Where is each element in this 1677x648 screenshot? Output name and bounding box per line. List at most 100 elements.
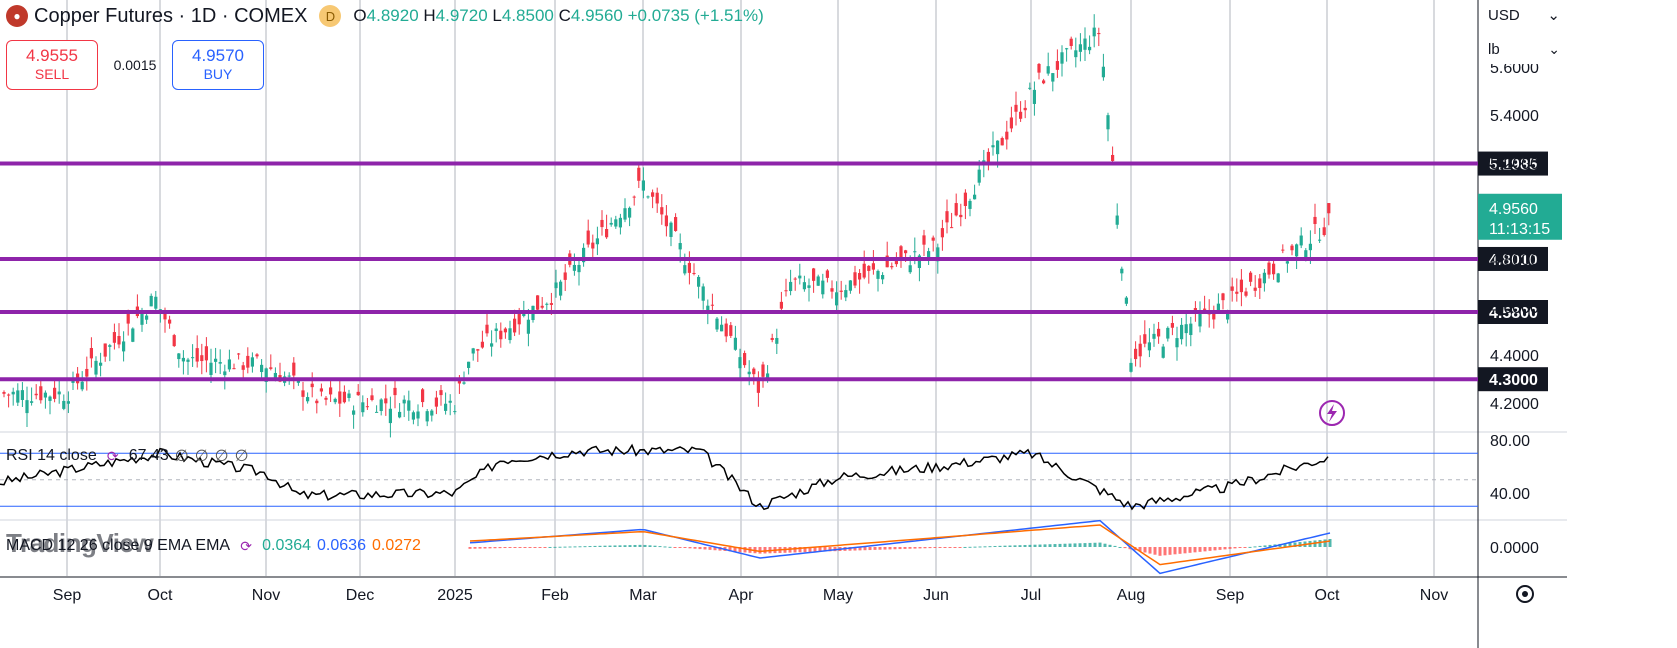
macd-histogram-bar: [883, 547, 887, 550]
candle-body: [1249, 272, 1253, 282]
candle-body: [126, 312, 130, 324]
candle-body: [485, 324, 489, 334]
macd-histogram-bar: [1193, 547, 1197, 553]
signal-line: [469, 524, 1331, 566]
macd-histogram-bar: [563, 546, 567, 548]
price-tick-label: 5.4000: [1490, 108, 1539, 125]
refresh-icon[interactable]: ⟳: [106, 447, 119, 464]
macd-histogram-bar: [643, 544, 647, 547]
macd-legend[interactable]: MACD 12 26 close 9 EMA EMA ⟳ 0.0364 0.06…: [6, 536, 421, 556]
rsi-pane[interactable]: [0, 443, 1478, 511]
candle-body: [39, 386, 43, 401]
price-pane[interactable]: [2, 14, 1345, 438]
candle-body: [1019, 111, 1023, 119]
macd-histogram-bar: [853, 547, 857, 551]
candle-body: [1152, 333, 1156, 339]
candle-body: [669, 222, 673, 237]
candle-body: [807, 285, 811, 288]
candle-body: [812, 268, 816, 281]
sell-button[interactable]: 4.9555 SELL: [6, 40, 98, 90]
grid-lines: [0, 0, 1567, 648]
candle-body: [1097, 33, 1101, 35]
candle-body: [1304, 250, 1308, 259]
macd-histogram-bar: [808, 547, 812, 552]
macd-histogram-bar: [553, 546, 557, 548]
candle-body: [766, 373, 770, 378]
macd-histogram-bar: [998, 545, 1002, 547]
candle-body: [48, 396, 52, 401]
macd-histogram-bar: [1173, 547, 1177, 555]
macd-histogram-bar: [693, 547, 697, 549]
candle-body: [361, 402, 365, 413]
tradingview-watermark: TradingView: [6, 528, 154, 558]
candle-body: [1161, 346, 1165, 358]
candle-body: [756, 380, 760, 393]
macd-histogram-bar: [1153, 547, 1157, 555]
candle-body: [881, 275, 885, 280]
macd-histogram-bar: [978, 546, 982, 548]
macd-histogram-bar: [728, 547, 732, 552]
macd-histogram-bar: [973, 546, 977, 548]
macd-pane[interactable]: [468, 519, 1332, 575]
buy-button[interactable]: 4.9570 BUY: [172, 40, 264, 90]
candle-body: [678, 243, 682, 250]
macd-histogram-bar: [1098, 542, 1102, 547]
candle-body: [246, 355, 250, 368]
candle-body: [609, 222, 613, 225]
candle-body: [600, 219, 604, 228]
candle-body: [1078, 44, 1082, 52]
macd-histogram-bar: [588, 546, 592, 548]
candle-body: [1028, 87, 1032, 89]
candle-body: [43, 392, 47, 398]
macd-histogram-bar: [1218, 547, 1222, 550]
candle-body: [1009, 117, 1013, 129]
macd-histogram-bar: [1093, 542, 1097, 547]
macd-histogram-bar: [873, 547, 877, 550]
candle-body: [683, 265, 687, 274]
candle-body: [582, 247, 586, 263]
macd-histogram-bar: [568, 546, 572, 548]
candle-body: [646, 196, 650, 198]
refresh-icon[interactable]: ⟳: [240, 537, 252, 554]
rsi-legend[interactable]: RSI 14 close ⟳ 67.43 ∅ ∅ ∅ ∅: [6, 446, 249, 466]
candle-body: [1051, 73, 1055, 82]
candle-body: [540, 305, 544, 308]
candle-body: [816, 276, 820, 286]
symbol-title[interactable]: Copper Futures · 1D · COMEX: [34, 4, 308, 27]
macd-histogram-bar: [608, 545, 612, 547]
candle-body: [250, 357, 254, 367]
macd-histogram-bar: [813, 547, 817, 552]
time-tick-label: Sep: [53, 587, 82, 604]
macd-histogram-bar: [1163, 547, 1167, 556]
macd-histogram-bar: [738, 547, 742, 553]
time-tick-label: Aug: [1117, 587, 1145, 604]
candle-body: [292, 362, 296, 376]
rsi-extra: ∅: [214, 448, 229, 465]
macd-histogram-bar: [613, 545, 617, 547]
unit-select[interactable]: lb ⌄: [1480, 34, 1568, 64]
candle-body: [871, 263, 875, 270]
macd-histogram-bar: [1038, 544, 1042, 547]
spread-value: 0.0015: [113, 57, 157, 73]
macd-histogram-bar: [903, 547, 907, 549]
currency-select[interactable]: USD ⌄: [1480, 0, 1568, 30]
macd-histogram-bar: [1183, 547, 1187, 554]
macd-histogram-bar: [793, 547, 797, 553]
candle-body: [697, 276, 701, 287]
horizontal-levels[interactable]: 5.1985 4.8010 4.5800 4.3000: [0, 151, 1548, 392]
candle-body: [913, 251, 917, 253]
candle-body: [1184, 324, 1188, 334]
rsi-value: 67.43: [128, 447, 169, 464]
candle-body: [319, 388, 323, 392]
candle-body: [830, 288, 834, 292]
candle-body: [195, 348, 199, 362]
candle-body: [471, 348, 475, 354]
candle-body: [738, 357, 742, 369]
candle-body: [145, 315, 149, 320]
candle-body: [480, 341, 484, 348]
price-tick-label: 5.2000: [1490, 156, 1539, 173]
macd-histogram-bar: [578, 546, 582, 548]
delay-badge[interactable]: D: [319, 5, 342, 27]
candle-body: [20, 390, 24, 400]
